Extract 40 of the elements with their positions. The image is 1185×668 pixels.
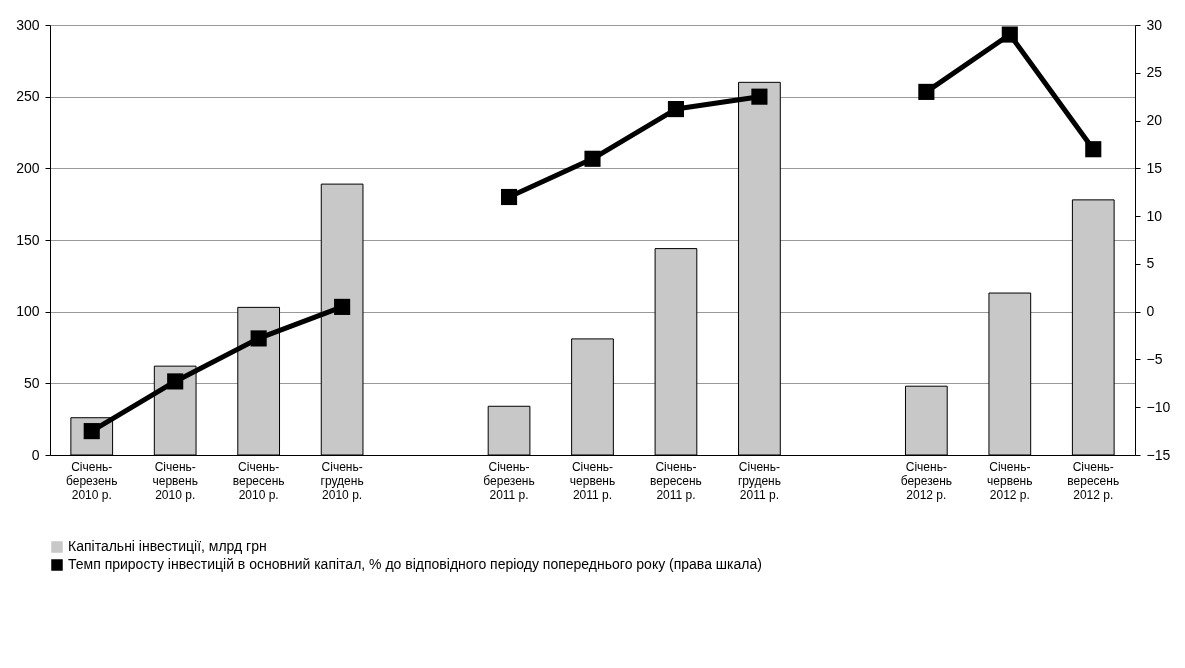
x-tick-label: Січень- березень 2010 р. <box>66 459 118 502</box>
y-tick-label: 100 <box>16 303 40 320</box>
y-tick-label: 50 <box>23 374 40 391</box>
x-tick-label: Січень- березень 2012 р. <box>900 459 953 502</box>
x-tick-label: Січень- червень 2011 р. <box>569 459 616 502</box>
y2-tick-label: −15 <box>1146 446 1171 463</box>
point <box>500 188 518 206</box>
y2-tick-label: −5 <box>1146 350 1163 367</box>
point <box>250 330 267 347</box>
x-tick-label: Січень- грудень 2010 р. <box>320 459 364 502</box>
y2-tick-label: 0 <box>1146 303 1155 320</box>
point <box>918 83 935 100</box>
y2-tick-label: 5 <box>1146 255 1155 272</box>
y-tick-label: 300 <box>16 16 40 33</box>
point <box>751 88 768 105</box>
y2-tick-label: 30 <box>1146 16 1163 33</box>
point <box>584 150 601 167</box>
point <box>1001 26 1018 43</box>
legend-label: Капітальні інвестиції, млрд грн <box>68 538 267 554</box>
y2-tick-label: 20 <box>1146 112 1163 129</box>
y2-tick-label: 10 <box>1146 207 1163 224</box>
x-tick-label: Січень- грудень 2011 р. <box>737 459 781 502</box>
x-tick-label: Січень- вересень 2011 р. <box>650 459 702 502</box>
y-tick-label: 0 <box>31 446 40 463</box>
x-tick-label: Січень- червень 2010 р. <box>152 459 198 502</box>
y2-tick-label: −10 <box>1146 398 1171 415</box>
point <box>334 298 351 315</box>
legend-label: Темп приросту інвестицій в основний капітал, % до відповідного періоду попереднього року (права шкала) <box>68 556 762 572</box>
y2-tick-label: 15 <box>1146 159 1163 176</box>
point <box>167 373 184 390</box>
y2-tick-label: 25 <box>1146 64 1163 81</box>
x-tick-label: Січень- березень 2011 р. <box>483 459 535 502</box>
x-tick-label: Січень- вересень 2010 р. <box>232 459 285 502</box>
y-tick-label: 250 <box>16 88 40 105</box>
y-tick-label: 200 <box>16 159 40 176</box>
x-tick-label: Січень- червень 2012 р. <box>987 459 1033 502</box>
x-tick-label: Січень- вересень 2012 р. <box>1067 459 1120 502</box>
point <box>1085 141 1102 158</box>
y-tick-label: 150 <box>16 231 40 248</box>
point <box>667 101 685 118</box>
